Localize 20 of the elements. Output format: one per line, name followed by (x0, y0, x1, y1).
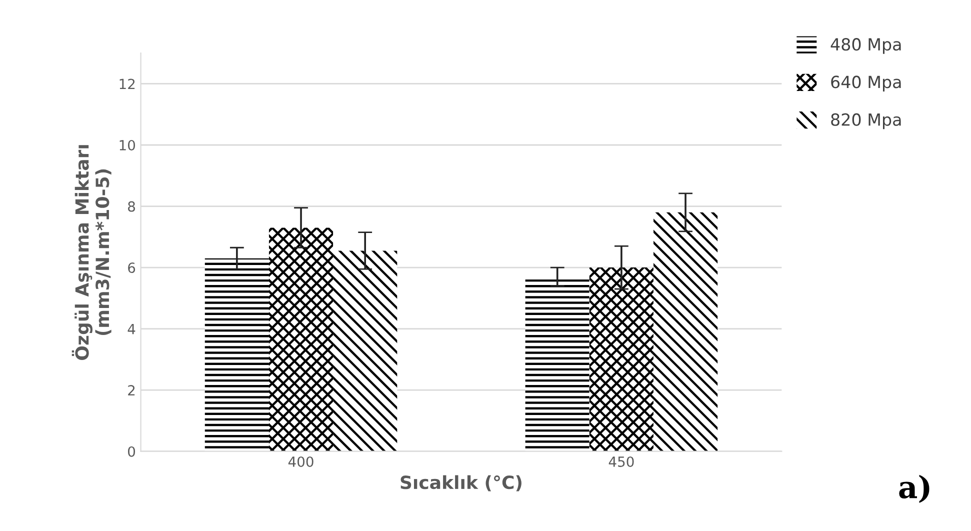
legend-label: 480 Mpa (830, 38, 901, 54)
y-tick-label: 0 (128, 446, 136, 457)
bar (204, 258, 269, 452)
y-tick-label: 10 (120, 140, 136, 150)
bar (653, 212, 718, 452)
y-axis-title: Özgül Aşınma Miktarı (mm3/N.m*10-5) (72, 145, 112, 360)
x-tick-label: 450 (608, 456, 634, 467)
legend-label: 820 Mpa (831, 113, 901, 130)
legend-label: 640 Mpa (831, 76, 901, 92)
bar (589, 268, 654, 452)
text: a) (899, 474, 930, 503)
bar (333, 250, 398, 452)
x-axis-title: Sıcaklık (°C) (400, 475, 522, 492)
bar (268, 228, 334, 452)
y-tick-label: 8 (128, 201, 135, 212)
y-tick-label: 6 (128, 262, 136, 274)
y-tick-label: 2 (128, 385, 135, 396)
x-tick-label: 400 (288, 456, 314, 467)
y-tick-label: 12 (120, 78, 135, 90)
y-tick-label: 4 (128, 324, 136, 334)
